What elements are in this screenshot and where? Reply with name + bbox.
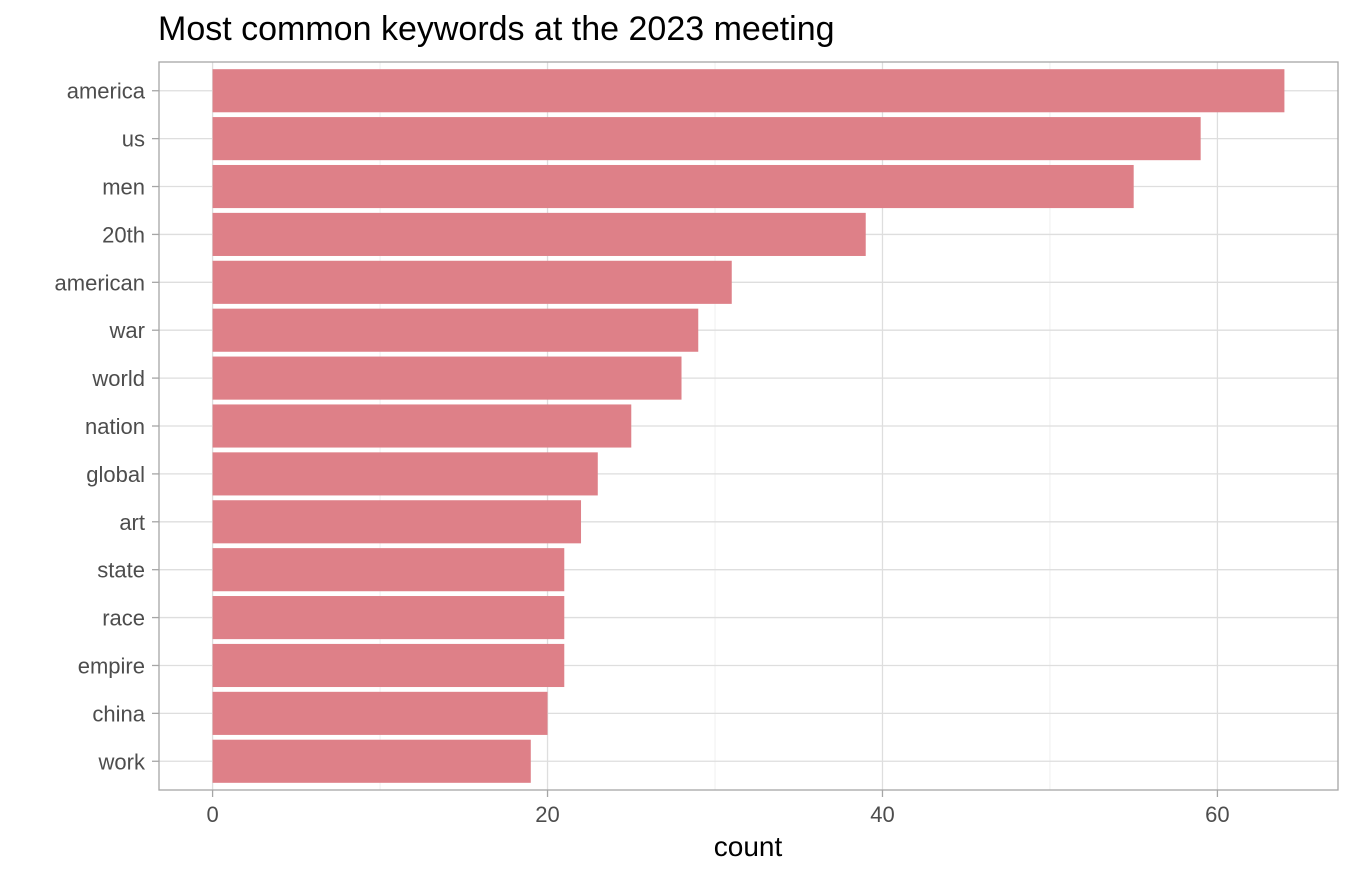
- chart-title: Most common keywords at the 2023 meeting: [158, 10, 835, 48]
- bar-china: [212, 691, 548, 735]
- y-tick-label-american: american: [55, 270, 145, 295]
- x-axis-title: count: [714, 831, 783, 862]
- y-tick-label-us: us: [122, 127, 145, 152]
- y-tick-label-race: race: [102, 606, 145, 631]
- y-tick-label-men: men: [102, 175, 145, 200]
- y-tick-label-america: america: [67, 79, 146, 104]
- y-tick-label-global: global: [86, 462, 145, 487]
- bar-global: [212, 452, 598, 496]
- x-tick-label: 60: [1205, 802, 1229, 827]
- bar-art: [212, 500, 582, 544]
- y-tick-label-empire: empire: [78, 653, 145, 678]
- y-tick-label-state: state: [97, 558, 145, 583]
- y-tick-label-war: war: [109, 318, 145, 343]
- x-tick-label: 40: [870, 802, 894, 827]
- bar-america: [212, 69, 1285, 113]
- x-tick-label: 0: [206, 802, 218, 827]
- axes: america us men 20th american war world nation gl…: [55, 61, 1339, 827]
- bar-men: [212, 164, 1134, 209]
- y-tick-label-china: china: [92, 701, 145, 726]
- y-tick-label-nation: nation: [85, 414, 145, 439]
- bars: [212, 69, 1285, 783]
- bar-empire: [212, 643, 565, 688]
- y-tick-label-work: work: [98, 749, 146, 774]
- y-tick-label-20th: 20th: [102, 222, 145, 247]
- y-tick-label-world: world: [91, 366, 145, 391]
- bar-american: [212, 260, 732, 304]
- bar-world: [212, 356, 682, 400]
- bar-work: [212, 739, 531, 783]
- bar-race: [212, 596, 565, 640]
- bar-state: [212, 548, 565, 592]
- bar-nation: [212, 404, 632, 448]
- x-tick-label: 20: [535, 802, 559, 827]
- y-tick-label-art: art: [119, 510, 145, 535]
- bar-20th: [212, 212, 866, 256]
- bar-war: [212, 308, 699, 352]
- bar-us: [212, 117, 1201, 161]
